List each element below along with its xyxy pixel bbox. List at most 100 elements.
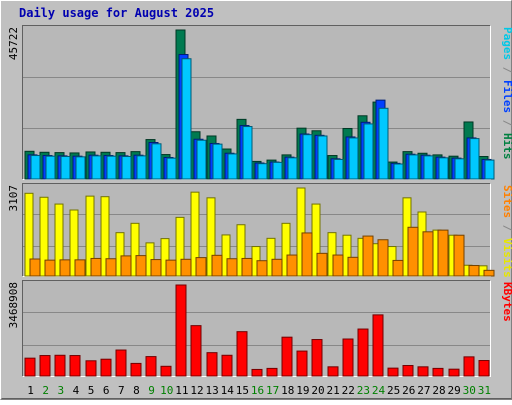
bar-sites-2 bbox=[44, 259, 56, 277]
panel-max-label: 45722 bbox=[7, 27, 20, 60]
chart-panels: 45722 Pages / Files / Hits 3107 Sites / Vis… bbox=[7, 25, 512, 377]
bar-kbytes-14 bbox=[221, 354, 233, 377]
bar-pages-29 bbox=[454, 158, 465, 180]
bar-kbytes-13 bbox=[206, 352, 218, 377]
bar-sites-18 bbox=[286, 254, 298, 277]
bar-sites-3 bbox=[59, 259, 71, 277]
bar-kbytes-5 bbox=[85, 360, 97, 377]
x-tick-label-29: 29 bbox=[448, 384, 461, 397]
bar-visits-17 bbox=[266, 237, 276, 277]
panel-kbytes: 3468908 KBytes bbox=[7, 280, 512, 377]
bar-pages-6 bbox=[106, 155, 117, 180]
bar-sites-21 bbox=[332, 254, 344, 277]
bar-pages-4 bbox=[75, 156, 86, 180]
x-tick-label-5: 5 bbox=[88, 384, 95, 397]
bar-kbytes-22 bbox=[342, 338, 354, 377]
bar-pages-18 bbox=[287, 157, 298, 180]
bar-kbytes-10 bbox=[160, 365, 172, 377]
bar-visits-3 bbox=[54, 203, 64, 277]
bar-pages-13 bbox=[212, 143, 223, 180]
bar-sites-28 bbox=[437, 229, 449, 277]
bar-visits-5 bbox=[85, 195, 95, 277]
x-tick-label-26: 26 bbox=[402, 384, 415, 397]
bar-pages-7 bbox=[121, 156, 132, 180]
bar-sites-4 bbox=[74, 259, 86, 277]
bar-kbytes-6 bbox=[100, 358, 112, 377]
panel-plot-area bbox=[22, 280, 491, 377]
legend-entry: Pages bbox=[501, 27, 512, 60]
x-tick-label-4: 4 bbox=[73, 384, 80, 397]
x-tick-label-6: 6 bbox=[103, 384, 110, 397]
bar-sites-17 bbox=[271, 258, 283, 277]
bar-sites-8 bbox=[135, 255, 147, 277]
panel-border-dark bbox=[22, 183, 491, 277]
x-tick-label-13: 13 bbox=[205, 384, 218, 397]
bar-sites-7 bbox=[120, 255, 132, 277]
bar-kbytes-25 bbox=[387, 367, 399, 377]
panel-hits-files-pages: 45722 Pages / Files / Hits bbox=[7, 25, 512, 180]
bar-pages-1 bbox=[30, 155, 41, 180]
legend-entry: Visits bbox=[501, 238, 512, 278]
bar-sites-26 bbox=[407, 226, 419, 277]
panel-visits-sites: 3107 Sites / Visits bbox=[7, 183, 512, 278]
legend-entry: KBytes bbox=[501, 282, 512, 322]
bar-pages-2 bbox=[45, 155, 56, 180]
bar-kbytes-9 bbox=[145, 356, 157, 377]
x-tick-label-28: 28 bbox=[432, 384, 445, 397]
bar-visits-13 bbox=[206, 197, 216, 277]
bar-pages-24 bbox=[378, 107, 389, 180]
bar-sites-6 bbox=[105, 258, 117, 277]
bar-kbytes-16 bbox=[251, 368, 263, 377]
bar-pages-9 bbox=[151, 143, 162, 180]
bar-sites-9 bbox=[150, 259, 162, 277]
bar-pages-12 bbox=[196, 139, 207, 180]
bar-sites-19 bbox=[301, 232, 313, 277]
legend-entry: / bbox=[501, 218, 512, 238]
bar-pages-26 bbox=[408, 154, 419, 180]
bar-visits-2 bbox=[39, 196, 49, 277]
bar-sites-14 bbox=[226, 258, 238, 277]
bar-visits-15 bbox=[236, 224, 246, 277]
panel-border-dark bbox=[22, 280, 491, 377]
bar-sites-10 bbox=[165, 259, 177, 277]
bar-sites-23 bbox=[362, 235, 374, 277]
bar-pages-25 bbox=[393, 163, 404, 180]
bar-pages-10 bbox=[166, 157, 177, 180]
bar-visits-7 bbox=[115, 232, 125, 277]
bar-pages-27 bbox=[423, 155, 434, 180]
bar-kbytes-3 bbox=[54, 354, 66, 377]
bar-pages-21 bbox=[333, 158, 344, 180]
bar-visits-8 bbox=[130, 222, 140, 277]
bar-sites-31 bbox=[483, 269, 495, 277]
bar-sites-13 bbox=[211, 254, 223, 277]
x-tick-label-9: 9 bbox=[148, 384, 155, 397]
x-tick-label-24: 24 bbox=[372, 384, 386, 397]
x-tick-label-3: 3 bbox=[58, 384, 65, 397]
x-tick-label-27: 27 bbox=[417, 384, 430, 397]
bar-kbytes-24 bbox=[372, 314, 384, 377]
bar-kbytes-21 bbox=[327, 366, 339, 377]
x-tick-label-18: 18 bbox=[281, 384, 294, 397]
x-tick-label-17: 17 bbox=[266, 384, 279, 397]
bar-sites-20 bbox=[316, 252, 328, 277]
x-tick-label-11: 11 bbox=[175, 384, 188, 397]
bar-sites-5 bbox=[90, 257, 102, 277]
x-tick-label-21: 21 bbox=[327, 384, 340, 397]
bar-kbytes-12 bbox=[190, 325, 202, 377]
bar-visits-11 bbox=[175, 216, 185, 277]
bar-pages-3 bbox=[60, 156, 71, 180]
x-tick-label-2: 2 bbox=[42, 384, 49, 397]
bar-sites-1 bbox=[29, 258, 41, 277]
bar-kbytes-28 bbox=[432, 367, 444, 377]
legend-entry: Hits bbox=[501, 133, 512, 160]
bar-pages-14 bbox=[227, 153, 238, 180]
bar-kbytes-31 bbox=[478, 360, 490, 377]
bar-kbytes-20 bbox=[311, 339, 323, 377]
bar-kbytes-8 bbox=[130, 362, 142, 377]
bar-pages-31 bbox=[484, 159, 495, 180]
x-tick-label-25: 25 bbox=[387, 384, 400, 397]
bar-pages-17 bbox=[272, 161, 283, 180]
bar-visits-12 bbox=[190, 191, 200, 277]
